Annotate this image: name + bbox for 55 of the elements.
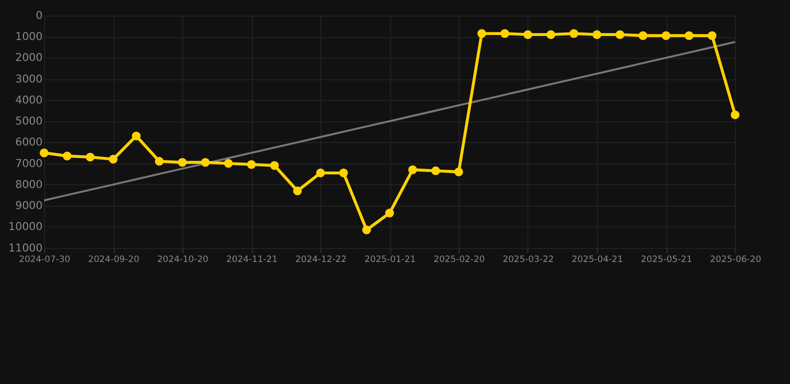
x-tick-label: 2024-10-20 <box>157 255 209 266</box>
point <box>40 148 48 158</box>
y-tick-label: 7000 <box>15 156 43 170</box>
point <box>132 132 141 140</box>
x-tick-label: 2025-06-20 <box>710 255 762 266</box>
point <box>592 30 602 39</box>
point <box>108 154 118 164</box>
point <box>362 226 371 234</box>
y-tick-label: 10000 <box>8 220 43 234</box>
point <box>86 152 95 162</box>
point <box>431 166 440 176</box>
point <box>408 165 418 174</box>
y-tick-label: 1000 <box>15 30 43 44</box>
line-series <box>43 41 736 202</box>
point <box>200 158 210 167</box>
point <box>477 29 486 38</box>
point <box>293 186 302 196</box>
x-tick-label: 2024-11-21 <box>226 255 278 266</box>
point <box>708 31 716 40</box>
y-tick-label: 11000 <box>8 241 43 254</box>
point <box>546 30 556 39</box>
point <box>638 31 648 40</box>
x-tick-label: 2025-02-20 <box>434 255 486 266</box>
y-tick-label: 5000 <box>15 114 43 128</box>
point <box>454 167 464 176</box>
point <box>178 158 187 167</box>
y-tick-label: 4000 <box>15 93 43 106</box>
point <box>224 159 233 168</box>
x-tick-label: 2024-07-30 <box>18 255 71 266</box>
x-tick-label: 2024-09-20 <box>88 255 140 266</box>
x-tick-label: 2025-05-21 <box>640 255 692 266</box>
x-tick-label: 2025-04-21 <box>572 255 624 266</box>
point <box>62 152 72 160</box>
point <box>662 31 670 40</box>
point <box>316 168 325 178</box>
y-tick-label: 9000 <box>15 199 43 212</box>
y-tick-label: 0 <box>36 9 43 22</box>
point <box>154 156 164 166</box>
y-tick-label: 8000 <box>15 178 43 191</box>
x-tick-label: 2024-12-22 <box>295 255 347 266</box>
y-tick-label: 3000 <box>15 72 43 86</box>
point <box>270 161 279 170</box>
point <box>500 29 510 38</box>
point <box>385 208 394 218</box>
y-tick-label: 2000 <box>15 51 43 64</box>
y-tick-label: 6000 <box>15 136 43 149</box>
x-tick-label: 2025-03-22 <box>502 255 554 266</box>
point <box>569 29 578 38</box>
point <box>616 30 624 39</box>
point <box>523 30 532 39</box>
point <box>684 31 694 40</box>
point <box>730 110 740 120</box>
point <box>339 168 348 178</box>
point <box>247 160 256 169</box>
x-tick-label: 2025-01-21 <box>364 255 416 266</box>
